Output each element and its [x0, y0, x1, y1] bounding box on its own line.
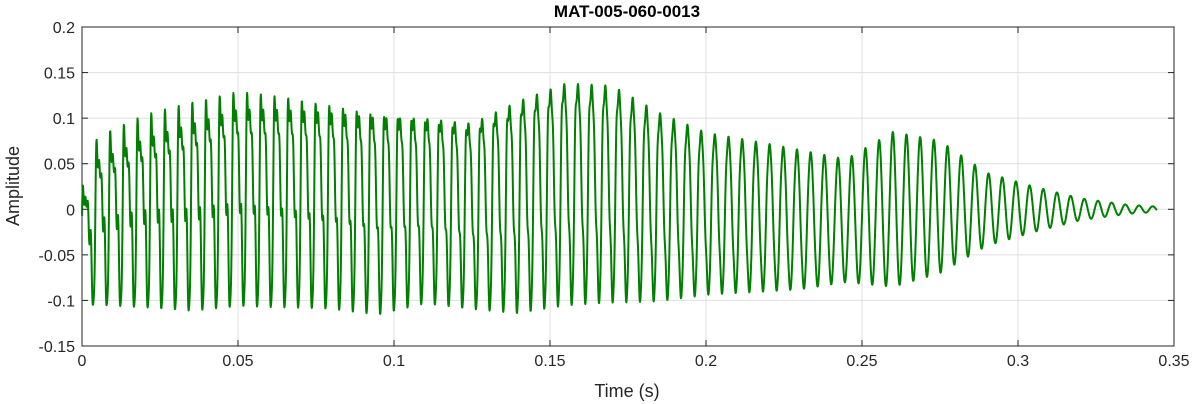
x-tick-label-2: 0.1	[383, 353, 405, 370]
x-tick-label-7: 0.35	[1158, 353, 1189, 370]
y-axis: -0.15 -0.1 -0.05 0 0.05 0.1 0.15 0.2	[39, 20, 1174, 356]
y-tick-label-0: -0.15	[39, 339, 76, 356]
x-axis-label: Time (s)	[594, 381, 659, 401]
y-tick-label-2: -0.05	[39, 248, 76, 265]
x-tick-label-5: 0.25	[846, 353, 877, 370]
x-axis: 0 0.05 0.1 0.15 0.2 0.25 0.3 0.35	[78, 27, 1190, 370]
chart-title: MAT-005-060-0013	[554, 2, 700, 21]
x-tick-label-4: 0.2	[695, 353, 717, 370]
x-tick-label-0: 0	[78, 353, 87, 370]
y-tick-label-3: 0	[66, 202, 75, 219]
x-tick-label-3: 0.15	[534, 353, 565, 370]
y-tick-label-5: 0.1	[53, 111, 75, 128]
y-tick-label-7: 0.2	[53, 20, 75, 37]
y-tick-label-4: 0.05	[44, 157, 75, 174]
x-tick-label-1: 0.05	[222, 353, 253, 370]
y-axis-label: Amplitude	[3, 146, 23, 226]
x-tick-label-6: 0.3	[1007, 353, 1029, 370]
series-layer	[81, 83, 1158, 315]
y-tick-label-6: 0.15	[44, 66, 75, 83]
series-line-0	[81, 83, 1158, 315]
y-tick-label-1: -0.1	[47, 293, 75, 310]
